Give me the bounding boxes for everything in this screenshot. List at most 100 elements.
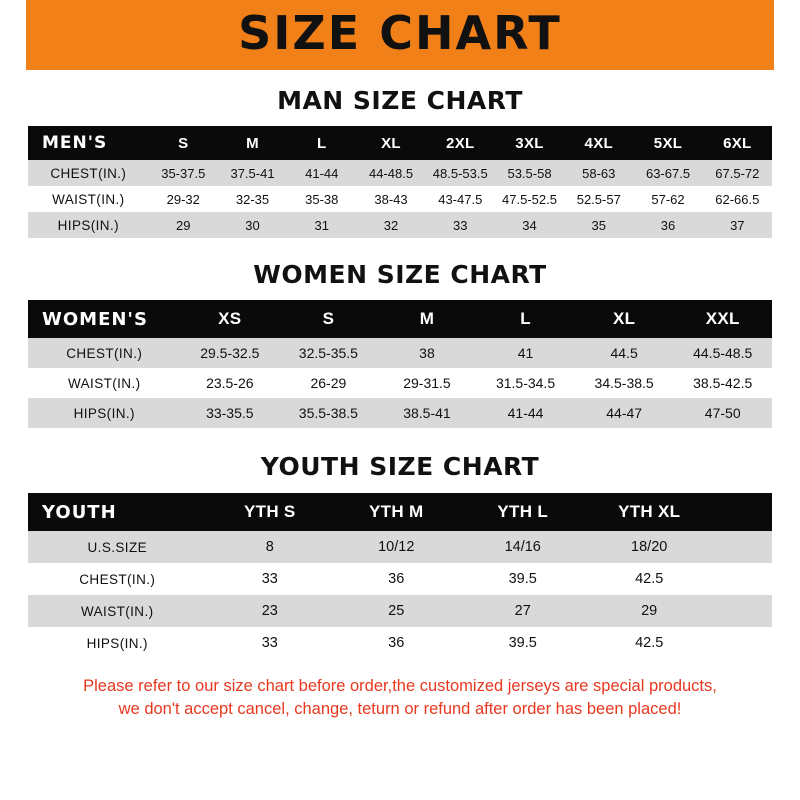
man-row-0-cell-5: 53.5-58 <box>507 165 552 181</box>
youth-row-0-cell-2: 14/16 <box>504 539 541 555</box>
table-row: CHEST(IN.) 35-37.5 37.5-41 41-44 44-48.5… <box>28 160 772 186</box>
youth-row-1-cell-1: 36 <box>388 571 405 587</box>
youth-row-3-cell-3: 42.5 <box>635 635 664 651</box>
youth-row-0-cell-3: 18/20 <box>631 539 668 555</box>
women-row-0-cell-2: 38 <box>419 345 435 361</box>
man-row-1-cell-0: 29-32 <box>166 191 200 207</box>
man-row-2-cell-2: 31 <box>314 217 329 233</box>
table-row: CHEST(IN.) 29.5-32.5 32.5-35.5 38 41 44.… <box>28 338 772 368</box>
page-title: SIZE CHART <box>238 6 562 60</box>
youth-row-0-spacer <box>712 531 772 563</box>
footer-note-line-2: we don't accept cancel, change, teturn o… <box>118 700 682 719</box>
footer-note: Please refer to our size chart before or… <box>28 675 772 722</box>
table-row: WAIST(IN.) 23.5-26 26-29 29-31.5 31.5-34… <box>28 368 772 398</box>
women-row-2-cell-0: 33-35.5 <box>206 405 254 421</box>
women-row-0-label: CHEST(IN.) <box>66 345 143 361</box>
man-col-2: L <box>317 134 327 152</box>
women-row-2-cell-2: 38.5-41 <box>403 405 451 421</box>
header-right-notch <box>774 0 800 70</box>
women-col-2: M <box>419 309 435 328</box>
women-size-table: WOMEN'S XS S M L XL XXL CHEST(IN.) 29.5-… <box>28 300 772 428</box>
man-col-7: 5XL <box>653 134 683 152</box>
women-row-0-cell-0: 29.5-32.5 <box>200 345 260 361</box>
table-row: HIPS(IN.) 33 36 39.5 42.5 <box>28 627 772 659</box>
content-area: MAN SIZE CHART MEN'S S M L XL 2XL 3XL 4X… <box>0 86 800 722</box>
youth-row-0-cell-1: 10/12 <box>378 539 415 555</box>
man-row-0-cell-1: 37.5-41 <box>230 165 275 181</box>
man-row-1-label: WAIST(IN.) <box>52 191 125 207</box>
youth-col-1: YTH M <box>369 502 424 521</box>
women-col-1: S <box>322 309 335 328</box>
man-row-2-label: HIPS(IN.) <box>57 217 119 233</box>
man-size-table: MEN'S S M L XL 2XL 3XL 4XL 5XL 6XL CHEST… <box>28 126 772 238</box>
youth-col-3: YTH XL <box>618 502 681 521</box>
women-header-label: WOMEN'S <box>42 308 148 330</box>
man-row-1-cell-4: 43-47.5 <box>438 191 483 207</box>
table-row: CHEST(IN.) 33 36 39.5 42.5 <box>28 563 772 595</box>
women-row-2-cell-3: 41-44 <box>507 405 544 421</box>
women-row-2-label: HIPS(IN.) <box>73 405 135 421</box>
man-row-0-cell-3: 44-48.5 <box>368 165 414 181</box>
youth-row-2-label: WAIST(IN.) <box>81 603 154 619</box>
youth-row-2-cell-0: 23 <box>261 603 278 619</box>
man-col-8: 6XL <box>723 134 752 152</box>
youth-row-2-cell-3: 29 <box>641 603 658 619</box>
women-row-1-cell-0: 23.5-26 <box>206 375 254 391</box>
man-col-4: 2XL <box>446 134 475 152</box>
women-col-5: XXL <box>705 309 740 328</box>
youth-row-0-cell-0: 8 <box>265 539 274 555</box>
youth-col-spacer <box>712 493 772 531</box>
youth-row-1-label: CHEST(IN.) <box>79 571 156 587</box>
youth-row-1-cell-2: 39.5 <box>508 571 537 587</box>
man-row-1-cell-2: 35-38 <box>305 191 339 207</box>
women-section-title: WOMEN SIZE CHART <box>253 260 547 289</box>
youth-section-title: YOUTH SIZE CHART <box>260 452 540 481</box>
women-row-1-cell-3: 31.5-34.5 <box>495 375 556 391</box>
man-row-1-cell-7: 57-62 <box>651 191 685 207</box>
man-row-0-cell-4: 48.5-53.5 <box>432 165 488 181</box>
table-header-row: YOUTH YTH S YTH M YTH L YTH XL <box>28 493 772 531</box>
women-row-0-cell-3: 41 <box>517 345 534 361</box>
man-row-2-cell-8: 37 <box>730 217 745 233</box>
women-row-1-cell-5: 38.5-42.5 <box>693 375 753 391</box>
youth-row-3-label: HIPS(IN.) <box>86 635 148 651</box>
youth-size-table: YOUTH YTH S YTH M YTH L YTH XL U.S.SIZE … <box>28 493 772 659</box>
youth-row-1-cell-0: 33 <box>261 571 278 587</box>
man-row-2-cell-4: 33 <box>453 217 468 233</box>
youth-row-1-cell-3: 42.5 <box>635 571 664 587</box>
man-row-1-cell-8: 62-66.5 <box>715 191 760 207</box>
table-row: HIPS(IN.) 29 30 31 32 33 34 35 36 37 <box>28 212 772 238</box>
table-row: U.S.SIZE 8 10/12 14/16 18/20 <box>28 531 772 563</box>
man-row-1-cell-1: 32-35 <box>235 191 270 207</box>
man-row-2-cell-7: 36 <box>660 217 676 233</box>
man-row-1-cell-6: 52.5-57 <box>576 191 621 207</box>
women-row-1-cell-4: 34.5-38.5 <box>594 375 654 391</box>
women-row-1-cell-2: 29-31.5 <box>403 375 451 391</box>
man-col-3: XL <box>381 134 401 152</box>
man-row-2-cell-1: 30 <box>245 217 260 233</box>
youth-row-2-cell-1: 25 <box>388 603 405 619</box>
man-row-2-cell-0: 29 <box>176 217 191 233</box>
youth-col-2: YTH L <box>497 502 549 521</box>
header-left-notch <box>0 0 26 70</box>
women-row-1-cell-1: 26-29 <box>310 375 347 391</box>
man-row-2-cell-3: 32 <box>383 217 399 233</box>
header-banner: SIZE CHART <box>0 0 800 70</box>
man-col-1: M <box>246 134 259 152</box>
man-row-0-cell-0: 35-37.5 <box>161 165 206 181</box>
women-row-2-cell-4: 44-47 <box>606 405 643 421</box>
youth-row-3-cell-2: 39.5 <box>508 635 537 651</box>
man-row-2-cell-5: 34 <box>522 217 537 233</box>
women-row-1-label: WAIST(IN.) <box>68 375 141 391</box>
women-row-0-cell-1: 32.5-35.5 <box>298 345 358 361</box>
youth-col-0: YTH S <box>244 502 296 521</box>
man-row-0-cell-2: 41-44 <box>305 165 339 181</box>
women-row-0-cell-5: 44.5-48.5 <box>693 345 753 361</box>
table-row: HIPS(IN.) 33-35.5 35.5-38.5 38.5-41 41-4… <box>28 398 772 428</box>
table-header-row: MEN'S S M L XL 2XL 3XL 4XL 5XL 6XL <box>28 126 772 160</box>
women-col-3: L <box>520 309 531 328</box>
youth-row-3-cell-1: 36 <box>388 635 405 651</box>
youth-row-3-spacer <box>712 627 772 659</box>
man-section-title: MAN SIZE CHART <box>277 86 523 115</box>
